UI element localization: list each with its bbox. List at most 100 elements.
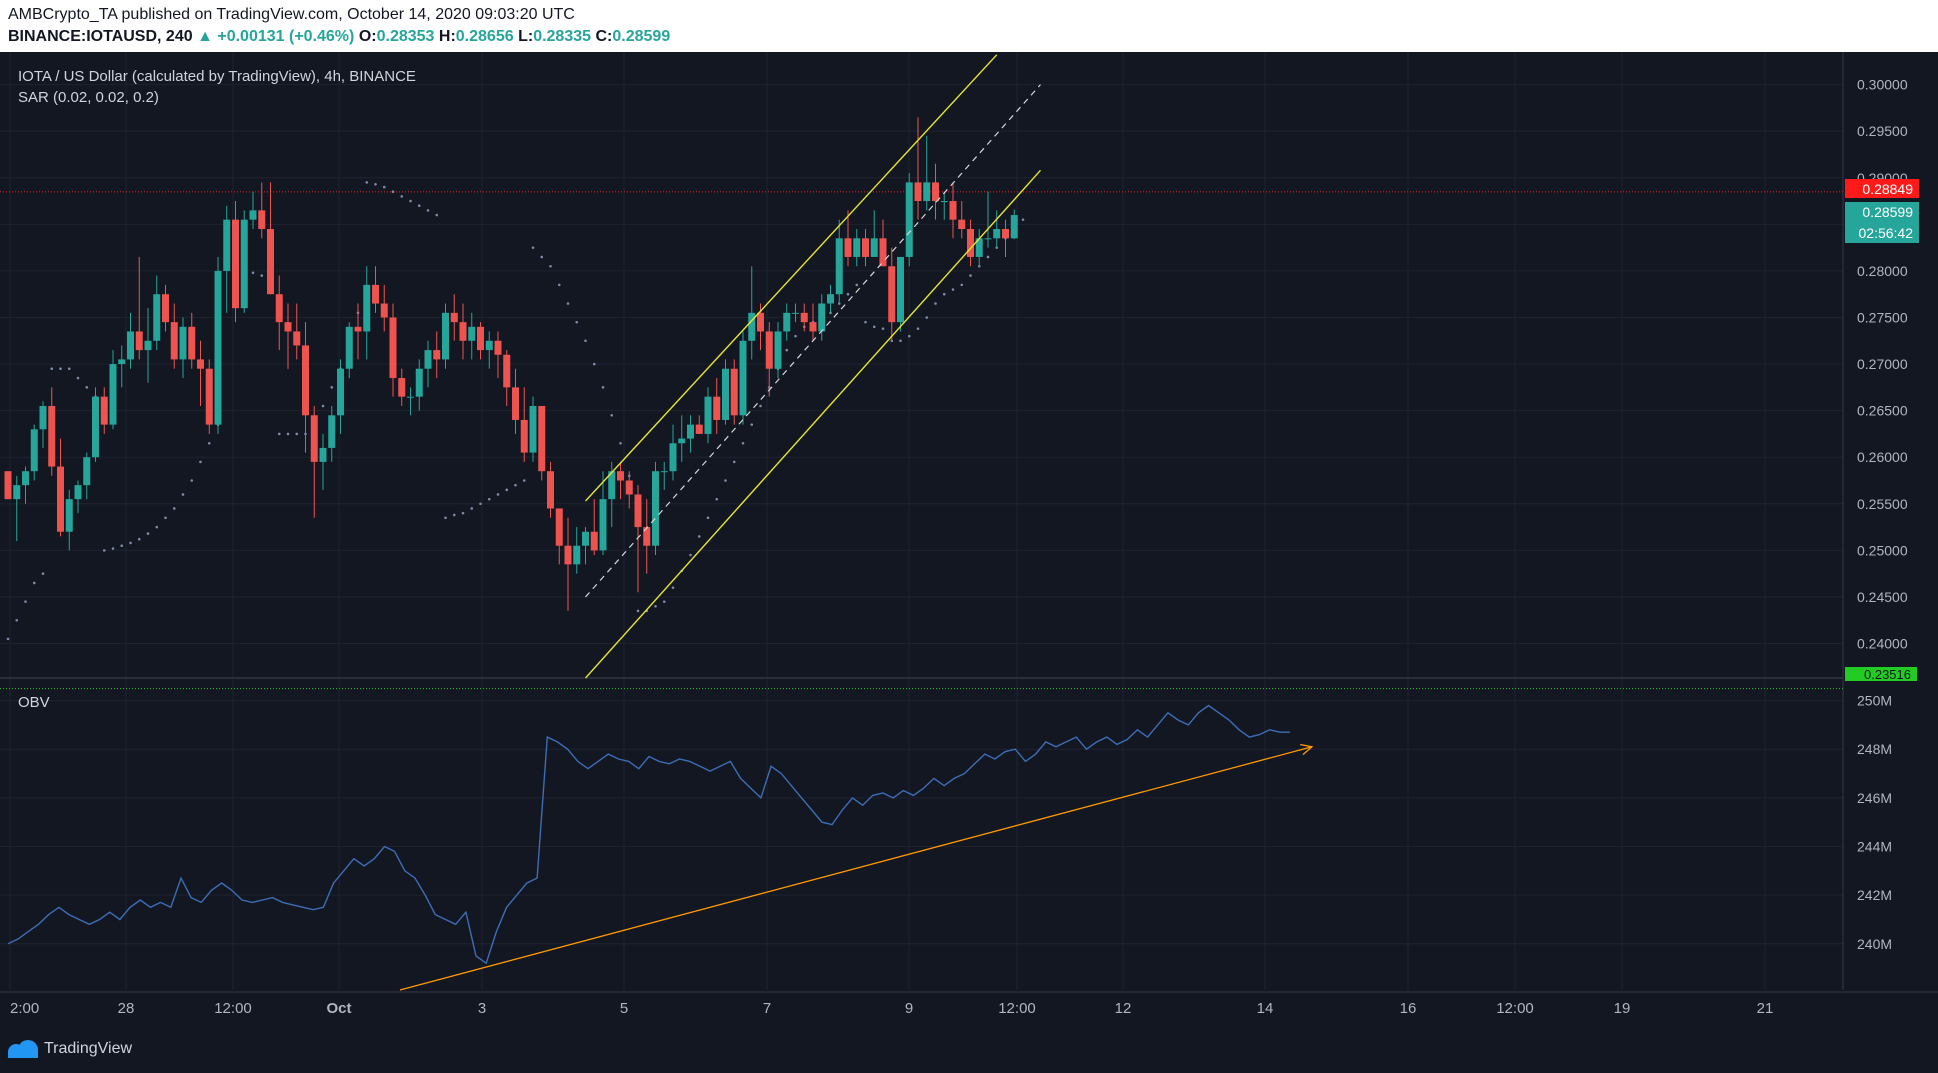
tradingview-brand[interactable]: TradingView [8, 1040, 132, 1058]
obv-axis[interactable]: 250M 248M 246M 244M 242M 240M [1857, 693, 1892, 952]
price-chart[interactable]: 0.300000.295000.290000.285000.280000.275… [0, 52, 1938, 1030]
candle-body [984, 238, 992, 240]
sar-dot [654, 604, 657, 608]
sar-dot [155, 525, 159, 529]
time-tick-label: 12 [1115, 1000, 1132, 1017]
candle-body [319, 447, 327, 462]
sar-dot [881, 327, 885, 330]
sar-dot [619, 441, 622, 445]
sar-dot [277, 432, 281, 436]
time-tick-label: 2:00 [10, 1000, 39, 1017]
sar-dot [330, 386, 334, 389]
candle-body [713, 396, 721, 420]
candle-body [450, 312, 458, 323]
high-label: H: [438, 28, 456, 45]
obv-label: OBV [18, 694, 50, 711]
candle-body [590, 531, 598, 551]
price-axis[interactable]: 0.300000.295000.290000.285000.280000.275… [1857, 77, 1908, 652]
obv-tick-label: 248M [1857, 741, 1892, 757]
price-tick-label: 0.29500 [1857, 123, 1908, 139]
current-price-badge [1845, 202, 1919, 243]
candle-body [162, 294, 169, 323]
sar-dot [505, 488, 509, 492]
sar-dot [864, 320, 867, 324]
sar-dot [199, 460, 202, 464]
sar-dot [549, 264, 552, 268]
candle-body [905, 182, 913, 257]
sar-dot [557, 283, 561, 287]
candle-body [127, 331, 134, 360]
sar-dot [531, 246, 535, 249]
sar-dot [592, 362, 596, 366]
sar-dot [461, 511, 465, 515]
candle-body [30, 429, 38, 472]
sar-dot [32, 581, 36, 585]
candle-body [704, 396, 712, 434]
horizontal-levels [0, 191, 1843, 690]
sar-dot [365, 181, 369, 184]
candle-body [442, 312, 449, 360]
candle-body [608, 471, 616, 500]
sar-dot [785, 348, 789, 352]
price-change: ▲ +0.00131 (+0.46%) [197, 28, 355, 45]
sar-dot [321, 404, 325, 408]
candle-body [652, 471, 659, 546]
sar-dot [76, 376, 80, 380]
sar-dot [522, 479, 526, 482]
sar-dot [6, 637, 10, 641]
candle-body [284, 322, 292, 332]
candle-body [897, 256, 904, 323]
candle-body [993, 228, 1001, 239]
candle-body [109, 364, 117, 425]
candle-body [372, 284, 379, 304]
candle-body [827, 294, 834, 304]
resistance-badge [1845, 179, 1919, 198]
time-tick-label: 7 [763, 1000, 771, 1017]
time-tick-label: 16 [1400, 1000, 1417, 1017]
sar-dot [960, 283, 964, 287]
sar-dot [286, 432, 290, 436]
sar-dot [584, 339, 587, 343]
sar-dot [391, 190, 395, 194]
candle-body [275, 294, 283, 323]
candle-body [582, 531, 589, 546]
sar-dot [715, 497, 719, 501]
high-value: 0.28656 [455, 28, 514, 45]
candle-body [310, 415, 318, 462]
sar-dot [706, 516, 710, 520]
sar-dot [829, 311, 832, 315]
candle-body [92, 396, 99, 458]
sar-dot [251, 271, 255, 275]
price-tick-label: 0.24000 [1857, 636, 1908, 652]
sar-dot [1021, 218, 1025, 221]
close-label: C: [595, 28, 613, 45]
sar-dot [794, 334, 797, 338]
tradingview-logo-icon [8, 1040, 38, 1058]
sar-dot [759, 404, 762, 408]
sar-dot [487, 497, 491, 501]
candle-body [940, 201, 948, 203]
candle-body [398, 378, 406, 397]
price-tick-label: 0.27000 [1857, 356, 1908, 372]
candle-body [293, 331, 301, 346]
sar-dot [925, 316, 929, 319]
candle-body [477, 326, 484, 351]
time-axis[interactable]: 2:00 28 12:00 Oct 3 5 7 9 12:00 12 14 16 12:00 19 21 [10, 1000, 1773, 1017]
candle-body [485, 340, 493, 351]
chart-area[interactable] [0, 52, 1938, 1030]
time-tick-label: Oct [326, 1000, 351, 1017]
candle-body [617, 471, 624, 481]
price-tick-label: 0.27500 [1857, 309, 1908, 325]
sar-dot [846, 292, 850, 296]
obv-tick-label: 250M [1857, 693, 1892, 709]
price-tick-label: 0.28000 [1857, 263, 1908, 279]
candle-body [4, 471, 12, 500]
candle-body [564, 545, 572, 565]
candle-body [197, 359, 204, 369]
candle-body [958, 219, 966, 229]
candle-body [188, 326, 196, 360]
channel-mid-line [585, 84, 1041, 598]
candle-body [1002, 228, 1009, 239]
candle-body [433, 350, 441, 360]
time-tick-label: 12:00 [1496, 1000, 1534, 1017]
